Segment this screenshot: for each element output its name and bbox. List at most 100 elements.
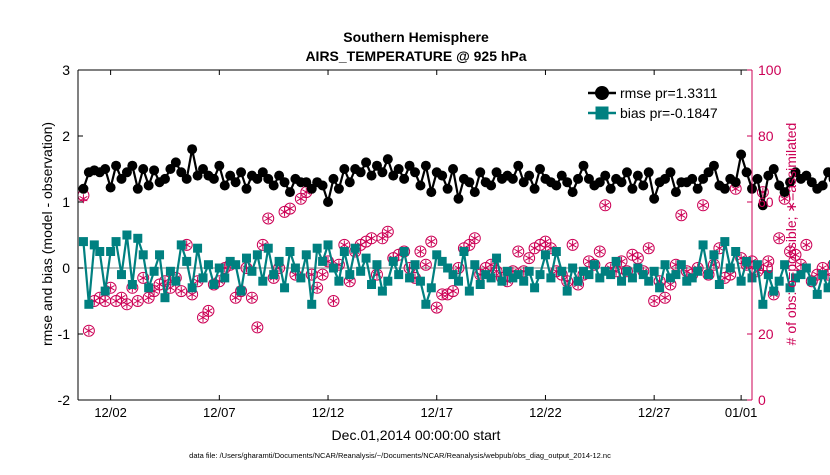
rmse-marker (377, 167, 387, 177)
rmse-marker (399, 174, 409, 184)
legend-label: bias pr=-0.1847 (620, 105, 718, 121)
bias-marker (313, 244, 322, 253)
rmse-marker (453, 194, 463, 204)
y-tick-label-right: 20 (758, 326, 774, 342)
obs-assimilated-marker (444, 290, 452, 299)
rmse-marker (437, 171, 447, 181)
bias-marker (557, 267, 566, 276)
bias-marker (237, 287, 246, 296)
bias-marker (568, 264, 577, 273)
bias-marker (258, 277, 267, 286)
rmse-marker (470, 187, 480, 197)
obs-assimilated-marker (634, 254, 642, 263)
x-axis-label: Dec.01,2014 00:00:00 start (332, 427, 501, 443)
bias-marker (280, 283, 289, 292)
bias-marker (193, 244, 202, 253)
obs-assimilated-marker (802, 240, 810, 249)
bias-marker (541, 250, 550, 259)
bias-marker (79, 237, 88, 246)
y-tick-label: -1 (58, 326, 71, 342)
bias-marker (188, 283, 197, 292)
rmse-marker (742, 167, 752, 177)
rmse-marker (220, 181, 230, 191)
rmse-marker (720, 184, 730, 194)
rmse-marker (421, 161, 431, 171)
rmse-marker (127, 161, 137, 171)
bias-marker (671, 270, 680, 279)
y-axis-label-left: rmse and bias (model - observation) (39, 122, 55, 346)
rmse-marker (443, 184, 453, 194)
bias-marker (247, 267, 256, 276)
x-tick-label: 12/12 (312, 405, 345, 420)
obs-assimilated-marker (525, 254, 533, 263)
rmse-marker (334, 184, 344, 194)
y-tick-label-right: 60 (758, 194, 774, 210)
rmse-marker (769, 164, 779, 174)
obs-assimilated-marker (177, 287, 185, 296)
bias-marker (563, 287, 572, 296)
rmse-marker (736, 149, 746, 159)
obs-assimilated-marker (118, 293, 126, 302)
bias-marker (617, 277, 626, 286)
obs-assimilated-marker (319, 270, 327, 279)
bias-marker (807, 277, 816, 286)
bias-marker (644, 277, 653, 286)
bias-marker (291, 264, 300, 273)
rmse-marker (410, 167, 420, 177)
bias-marker (389, 257, 398, 266)
rmse-marker (579, 161, 589, 171)
bias-marker (372, 260, 381, 269)
bias-marker (139, 250, 148, 259)
bias-marker (813, 290, 822, 299)
bias-marker (731, 247, 740, 256)
rmse-marker (464, 177, 474, 187)
rmse-marker (323, 197, 333, 207)
bias-marker (334, 277, 343, 286)
obs-assimilated-marker (629, 250, 637, 259)
rmse-marker (665, 167, 675, 177)
bias-marker (253, 250, 262, 259)
rmse-marker (448, 164, 458, 174)
bias-marker (133, 234, 142, 243)
bias-marker (367, 280, 376, 289)
obs-assimilated-marker (145, 293, 153, 302)
bias-marker (650, 267, 659, 276)
bias-marker (552, 247, 561, 256)
bias-marker (802, 264, 811, 273)
obs-assimilated-marker (661, 293, 669, 302)
bias-marker (356, 267, 365, 276)
rmse-marker (709, 161, 719, 171)
rmse-marker (149, 165, 159, 175)
y-tick-label-right: 80 (758, 128, 774, 144)
legend-label: rmse pr=1.3311 (620, 85, 718, 101)
data-file-footnote: data file: /Users/gharamti/Documents/NCA… (189, 451, 611, 460)
bias-marker (612, 257, 621, 266)
rmse-marker (133, 184, 143, 194)
bias-marker (296, 273, 305, 282)
rmse-marker (214, 161, 224, 171)
bias-marker (166, 267, 175, 276)
rmse-marker (508, 174, 518, 184)
rmse-marker (600, 171, 610, 181)
legend-marker-bias (596, 107, 609, 120)
obs-assimilated-marker (596, 247, 604, 256)
rmse-marker (530, 184, 540, 194)
bias-marker (824, 283, 830, 292)
rmse-marker (573, 174, 583, 184)
obs-assimilated-marker (427, 237, 435, 246)
rmse-marker (242, 184, 252, 194)
obs-assimilated-marker (542, 237, 550, 246)
rmse-marker (475, 167, 485, 177)
rmse-marker (367, 171, 377, 181)
rmse-marker (383, 154, 393, 164)
rmse-marker (649, 194, 659, 204)
rmse-marker (361, 157, 371, 167)
bias-marker (497, 277, 506, 286)
obs-assimilated-marker (650, 297, 658, 306)
bias-marker (421, 300, 430, 309)
rmse-marker (617, 177, 627, 187)
bias-marker (269, 270, 278, 279)
bias-marker (628, 273, 637, 282)
bias-marker (362, 254, 371, 263)
